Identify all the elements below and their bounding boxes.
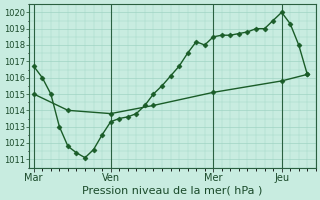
- X-axis label: Pression niveau de la mer( hPa ): Pression niveau de la mer( hPa ): [83, 186, 263, 196]
